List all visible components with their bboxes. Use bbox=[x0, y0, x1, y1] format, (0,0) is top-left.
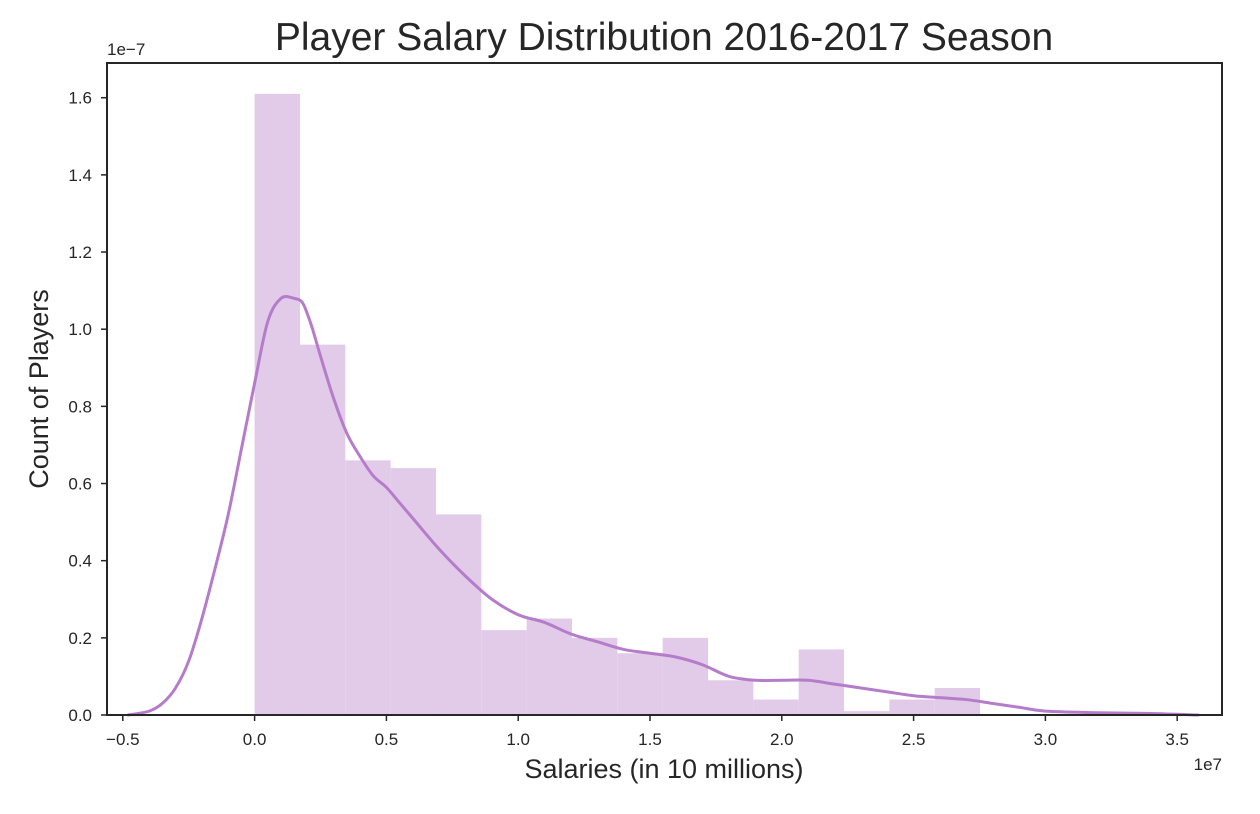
x-tick-label: 3.5 bbox=[1165, 730, 1189, 749]
histogram-bar-2 bbox=[299, 344, 346, 715]
x-tick-label: 0.5 bbox=[375, 730, 399, 749]
histogram-bar-6 bbox=[481, 630, 527, 715]
x-axis-title: Salaries (in 10 millions) bbox=[524, 754, 803, 784]
histogram-bar-3 bbox=[345, 460, 391, 715]
histogram-bar-9 bbox=[617, 653, 663, 715]
plot-area bbox=[126, 93, 1200, 717]
histogram-bar-11 bbox=[707, 680, 754, 715]
histogram-bar-5 bbox=[435, 514, 482, 715]
histogram-bar-7 bbox=[526, 618, 572, 715]
x-axis: −0.5 0.0 0.5 1.0 1.5 2.0 2.5 3.0 3.5 bbox=[106, 715, 1189, 749]
x-tick-label: 3.0 bbox=[1034, 730, 1058, 749]
y-tick-label: 1.2 bbox=[68, 243, 92, 262]
y-tick-label: 0.6 bbox=[68, 475, 92, 494]
y-tick-label: 0.2 bbox=[68, 629, 92, 648]
y-tick-label: 1.4 bbox=[68, 166, 92, 185]
plot-frame bbox=[106, 62, 1223, 716]
kde-density-line bbox=[126, 294, 1200, 717]
y-tick-label: 0.8 bbox=[68, 397, 92, 416]
y-axis-title: Count of Players bbox=[24, 289, 54, 489]
y-tick-label: 0.0 bbox=[68, 706, 92, 725]
x-tick-label: 1.5 bbox=[638, 730, 662, 749]
y-axis-offset-label: 1e−7 bbox=[107, 40, 145, 59]
histogram-bar-4 bbox=[390, 468, 436, 715]
y-axis: 0.0 0.2 0.4 0.6 0.8 1.0 1.2 1.4 1.6 bbox=[68, 89, 107, 725]
x-tick-label: 2.5 bbox=[902, 730, 926, 749]
histogram-bar-8 bbox=[571, 637, 618, 715]
histogram-bar-15 bbox=[889, 699, 935, 715]
chart-title: Player Salary Distribution 2016-2017 Sea… bbox=[275, 16, 1053, 59]
x-tick-label: −0.5 bbox=[106, 730, 140, 749]
x-tick-label: 1.0 bbox=[506, 730, 530, 749]
histogram-bar-12 bbox=[753, 699, 799, 715]
x-axis-offset-label: 1e7 bbox=[1194, 755, 1222, 774]
x-tick-label: 0.0 bbox=[243, 730, 267, 749]
y-tick-label: 0.4 bbox=[68, 552, 92, 571]
histogram-bar-14 bbox=[844, 711, 890, 715]
x-tick-label: 2.0 bbox=[770, 730, 794, 749]
y-tick-label: 1.0 bbox=[68, 320, 92, 339]
histogram-bar-10 bbox=[662, 637, 708, 715]
histogram-bar-1 bbox=[254, 93, 300, 716]
y-tick-label: 1.6 bbox=[68, 89, 92, 108]
